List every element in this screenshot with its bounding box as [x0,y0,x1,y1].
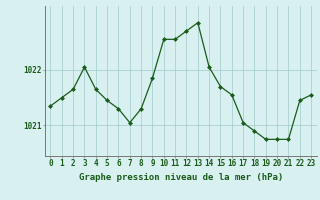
X-axis label: Graphe pression niveau de la mer (hPa): Graphe pression niveau de la mer (hPa) [79,173,283,182]
